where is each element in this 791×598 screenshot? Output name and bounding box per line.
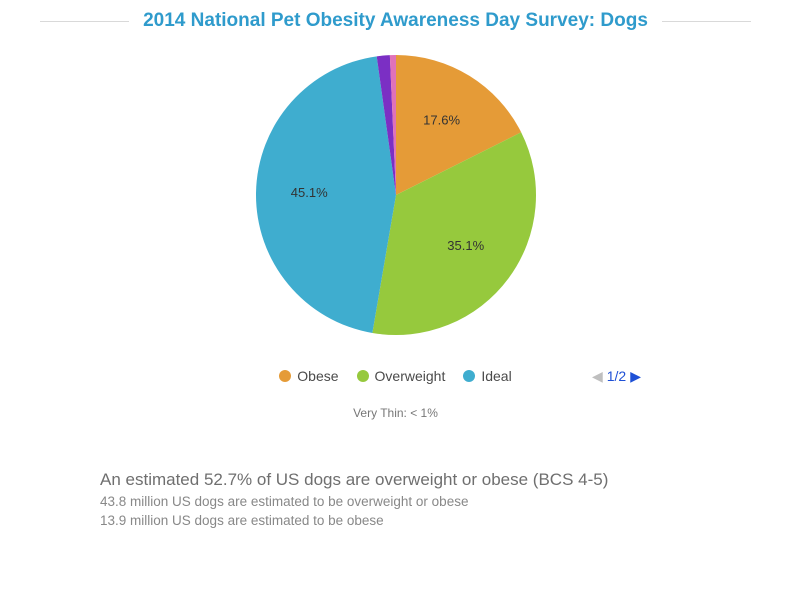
legend-label-overweight: Overweight [375,368,446,384]
pager-next-icon[interactable]: ▶ [630,368,641,385]
title-row: 2014 National Pet Obesity Awareness Day … [0,0,791,32]
pie-label-overweight: 35.1% [447,238,484,253]
chart-footnote: Very Thin: < 1% [0,406,791,420]
chart-title: 2014 National Pet Obesity Awareness Day … [129,10,662,32]
divider-left [40,21,129,22]
divider-right [662,21,751,22]
stats-line-2: 13.9 million US dogs are estimated to be… [100,513,731,528]
legend-items: Obese Overweight Ideal [279,368,511,384]
legend-swatch-obese [279,370,291,382]
stats-line-1: 43.8 million US dogs are estimated to be… [100,494,731,509]
stats-block: An estimated 52.7% of US dogs are overwe… [0,420,791,528]
legend-row: Obese Overweight Ideal ◀ 1/2 ▶ [0,368,791,384]
pager-prev-icon[interactable]: ◀ [592,368,603,385]
stats-headline: An estimated 52.7% of US dogs are overwe… [100,470,731,490]
legend-label-ideal: Ideal [481,368,511,384]
pie-chart: 17.6% 35.1% 45.1% [196,40,596,350]
pie-label-obese: 17.6% [423,113,460,128]
pager-text: 1/2 [607,368,626,384]
legend-pager[interactable]: ◀ 1/2 ▶ [592,368,641,385]
legend-swatch-overweight [357,370,369,382]
legend-swatch-ideal [463,370,475,382]
pie-label-ideal: 45.1% [290,185,327,200]
legend-item-overweight[interactable]: Overweight [357,368,446,384]
pie-chart-container: 17.6% 35.1% 45.1% [0,40,791,350]
legend-item-ideal[interactable]: Ideal [463,368,511,384]
legend-item-obese[interactable]: Obese [279,368,338,384]
legend-label-obese: Obese [297,368,338,384]
